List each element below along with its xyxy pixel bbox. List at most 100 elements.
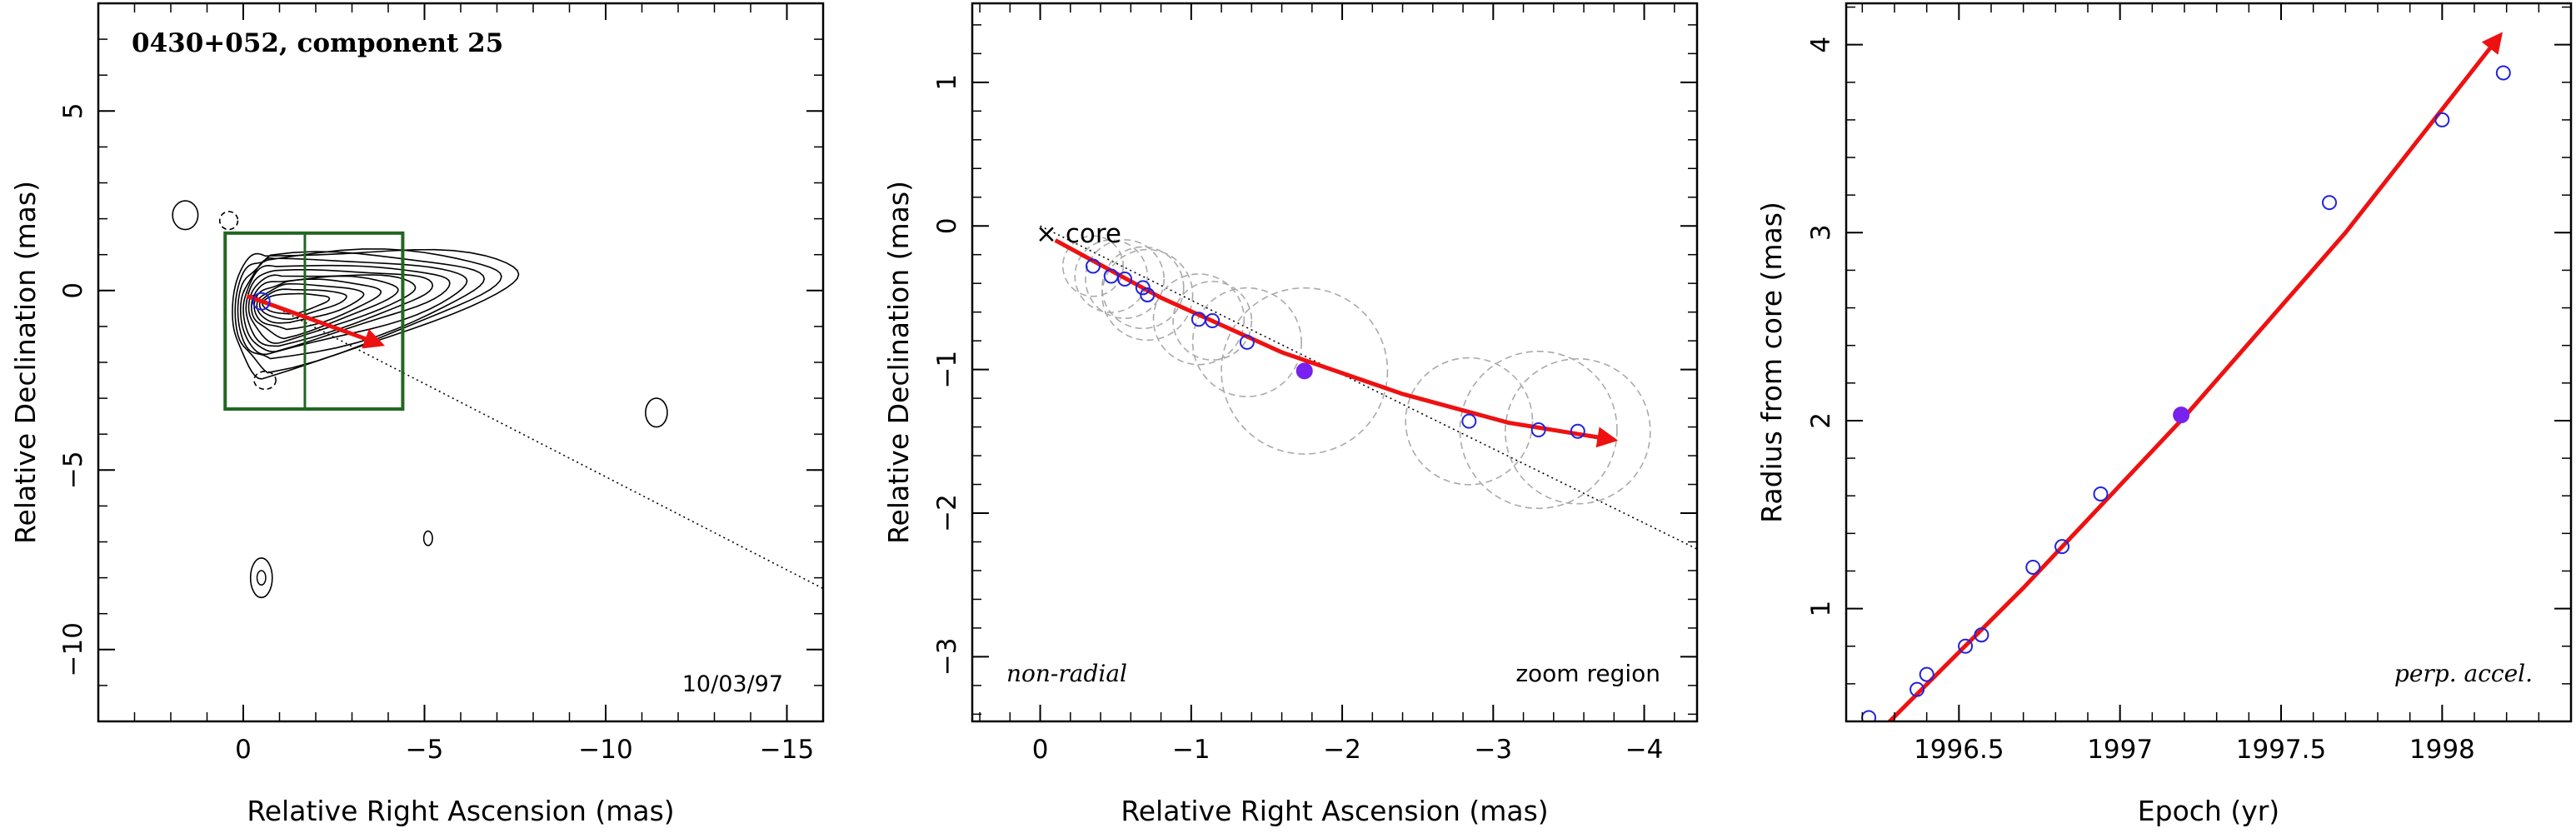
data-point [1974,627,1989,643]
y-tick-label: 1 [1806,601,1836,617]
y-tick-label: −1 [932,351,962,389]
y-tick-label: 0 [932,217,962,234]
jet-axis-line [1040,225,1697,550]
data-point [1570,423,1585,439]
x-tick-label: 0 [235,735,252,765]
x-axis-label: Epoch (yr) [2138,795,2279,827]
data-point [1958,638,1974,654]
trajectory-arrow [1054,238,1619,448]
x-tick-label: −1 [1172,735,1211,765]
x-tick-label: −3 [1474,735,1512,765]
data-point [1117,272,1133,287]
data-point [1140,287,1156,302]
panel-title: 0430+052, component 25 [132,28,503,58]
isolated-contour-inner [256,570,267,586]
component-marker [252,292,271,311]
x-tick-label: −4 [1625,735,1664,765]
data-point [2495,65,2511,81]
contour-line [258,288,347,320]
isolated-contour [249,557,273,599]
contour-line [262,292,331,315]
date-label: 10/03/97 [682,671,783,697]
isolated-contour [172,200,199,231]
x-tick-label: 1997.5 [2236,735,2326,765]
y-tick-label: −5 [58,451,88,489]
y-axis-label: Radius from core (mas) [1755,202,1788,523]
y-tick-label: 1 [932,74,962,91]
plot-frame [971,2,1699,723]
component-size-circle [1191,287,1302,397]
tick-labels: 0 −5 −10 −15 5 0 −5 −10 [58,102,814,765]
contour-line [239,257,468,356]
component-size-circle [1061,235,1125,297]
component-size-circle [1505,357,1651,505]
x-tick-label: 1996.5 [1914,735,2004,765]
contour-line [242,264,451,353]
y-tick-label: −3 [932,638,962,676]
y-tick-label: 0 [58,282,88,299]
component-size-circle [1221,287,1389,455]
x-tick-label: 1997 [2087,735,2153,765]
data-point [2025,559,2041,575]
y-tick-label: −10 [58,622,88,676]
component-size-circle [1152,273,1246,366]
data-point [1919,666,1934,682]
data-point [1239,334,1255,350]
data-point [2322,195,2337,211]
data-point [1910,681,1925,697]
y-axis-label: Relative Declination (mas) [9,181,42,544]
y-axis-label: Relative Declination (mas) [882,181,915,544]
data-point [1205,313,1221,329]
x-tick-label: −5 [406,735,444,765]
x-axis-label: Relative Right Ascension (mas) [247,795,674,827]
x-tick-label: −2 [1323,735,1361,765]
fit-arrow [1886,32,2504,721]
data-point [2054,539,2070,555]
tick-labels: 1996.5 1997 1997.5 1998 1 2 3 4 [1806,37,2475,765]
zoom-region-label: zoom region [1515,660,1660,687]
component-size-circle [1405,357,1534,486]
core-label: × core [1036,219,1121,249]
component-size-circle [1172,281,1253,361]
contour-line [245,268,434,347]
zoom-layer [1040,225,1697,550]
x-tick-label: −10 [578,735,632,765]
x-tick-label: 1998 [2409,735,2475,765]
jet-axis-line [242,290,823,590]
contour-line [247,274,417,344]
contour-line [237,251,486,360]
isolated-contour [645,397,668,428]
non-radial-label: non-radial [1006,660,1127,687]
perp-accel-label: perp. accel. [2394,660,2533,687]
x-tick-label: −15 [760,735,814,765]
negative-contour [253,370,277,391]
data-point [1086,258,1101,274]
component-size-circle [1101,248,1194,342]
y-tick-label: −2 [932,494,962,532]
tick-marks [1846,3,2572,722]
component-size-circle [1074,239,1149,313]
data-point-filled [1295,362,1313,380]
data-point-filled [2173,407,2190,424]
tick-labels: 0 −1 −2 −3 −4 1 0 −1 −2 −3 [932,74,1663,765]
data-point [1461,413,1477,429]
zoom-box [223,231,405,412]
contour-line [256,283,365,324]
y-tick-label: 4 [1806,37,1836,53]
contour-line [232,248,520,380]
contour-line [234,248,502,374]
contour-line [250,275,399,340]
tick-marks [972,3,1697,721]
component-size-circle [1101,246,1185,330]
panel-radius-vs-epoch: 1996.5 1997 1997.5 1998 1 2 3 4 perp. accel. Ep… [1755,2,2573,827]
plot-frame [1845,2,2573,723]
x-axis-label: Relative Right Ascension (mas) [1121,795,1548,827]
data-point [1530,422,1546,438]
component-size-circle [1085,239,1165,319]
radius-layer [1861,32,2511,721]
negative-contour [218,211,239,231]
y-tick-label: 3 [1806,224,1836,241]
tick-marks [97,2,824,722]
